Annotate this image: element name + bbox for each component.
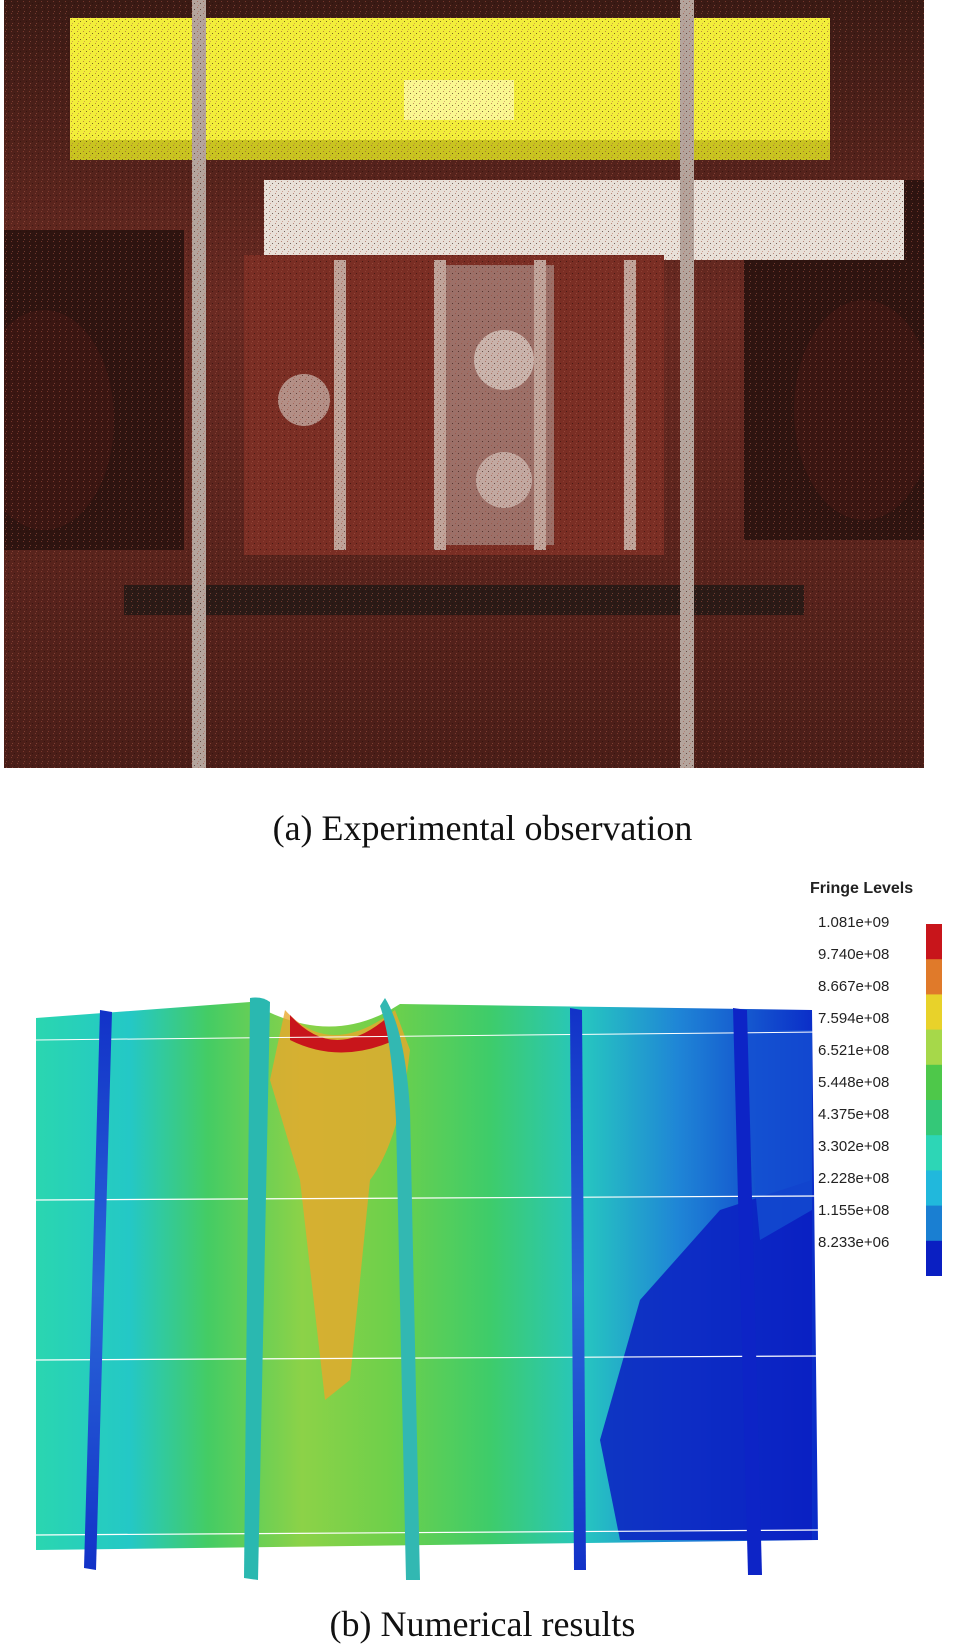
photo-noise (4, 0, 924, 768)
legend-colorbar (926, 924, 942, 1276)
legend-level: 7.594e+08 (818, 1010, 890, 1027)
colorbar-swatch (926, 994, 942, 1031)
stiffener-3 (380, 998, 420, 1580)
legend-level: 9.740e+08 (818, 946, 890, 963)
legend-level: 4.375e+08 (818, 1106, 890, 1123)
hot-zone-orange (270, 1010, 410, 1400)
colorbar-swatch (926, 959, 942, 995)
numerical-contour-plot (35, 997, 819, 1580)
cold-zone-blue (600, 1180, 812, 1540)
mesh-line-2 (35, 1355, 819, 1361)
stiffener-1 (84, 1010, 112, 1570)
colorbar-swatch (926, 1100, 942, 1136)
legend-level: 6.521e+08 (818, 1042, 890, 1059)
colorbar-swatch (926, 1064, 942, 1101)
colorbar-swatch (926, 1240, 942, 1276)
colorbar-swatch (926, 1029, 942, 1066)
legend-level: 8.667e+08 (818, 978, 890, 995)
experimental-photo (4, 0, 924, 768)
legend-level: 5.448e+08 (818, 1074, 890, 1091)
caption-a: (a) Experimental observation (272, 808, 693, 848)
mesh-line-1 (35, 1195, 819, 1201)
colorbar-swatch (926, 1135, 942, 1171)
legend-level: 8.233e+06 (818, 1234, 890, 1251)
mesh-line-3 (35, 1529, 819, 1536)
cold-zone-upper (740, 1030, 812, 1240)
stiffener-2 (244, 997, 270, 1580)
legend-level: 3.302e+08 (818, 1138, 890, 1155)
legend-level: 2.228e+08 (818, 1170, 890, 1187)
legend-level: 1.155e+08 (818, 1202, 890, 1219)
colorbar-swatch (926, 1170, 942, 1207)
stiffener-4 (570, 1008, 586, 1570)
colorbar-swatch (926, 1205, 942, 1242)
stiffener-5 (733, 1008, 762, 1575)
colorbar-swatch (926, 924, 942, 960)
caption-b: (b) Numerical results (329, 1604, 636, 1644)
legend-title: Fringe Levels (810, 880, 914, 897)
hot-zone-red (290, 1015, 395, 1053)
legend-level: 1.081e+09 (818, 914, 890, 931)
mesh-line-top (35, 1031, 819, 1041)
